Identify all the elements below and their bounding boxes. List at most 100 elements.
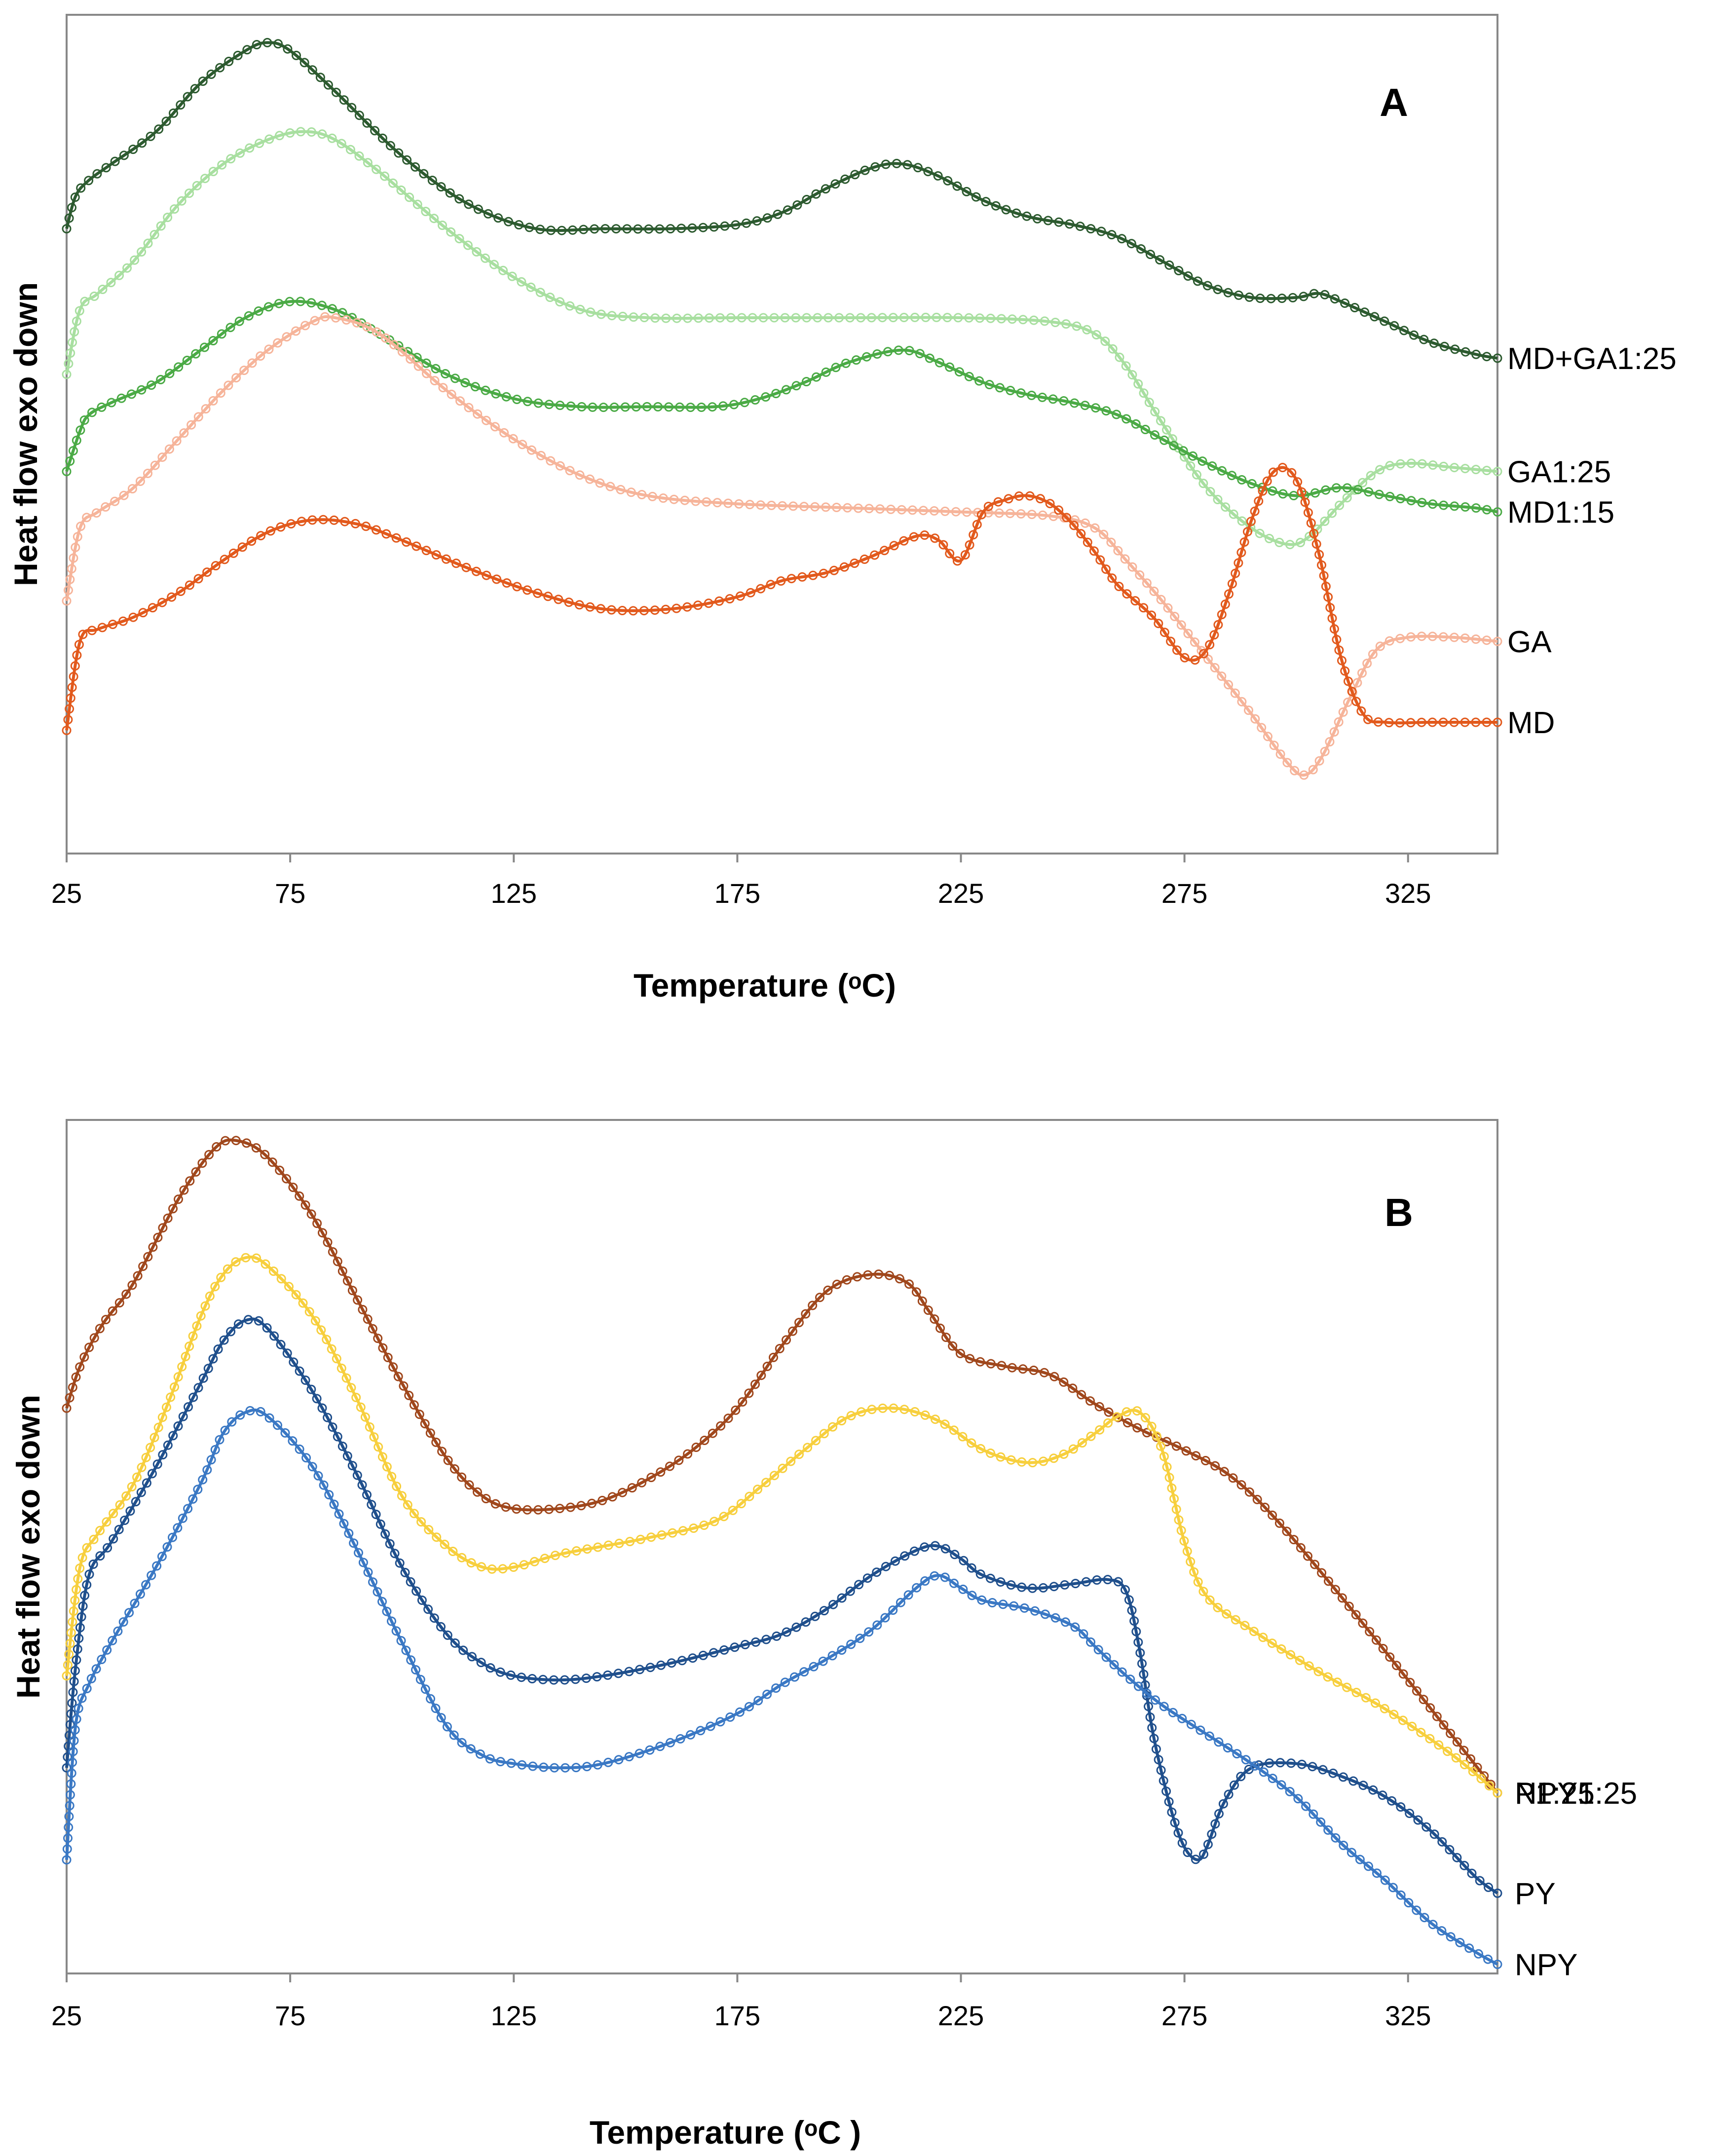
data-point-marker [369,1432,379,1442]
data-point-marker [751,1637,761,1647]
data-point-marker [729,400,739,409]
data-point-marker [1154,619,1163,629]
data-point-marker [890,1556,900,1566]
data-point-marker [1050,1613,1060,1623]
data-point-marker [89,1333,99,1343]
data-point-marker [903,1590,913,1600]
data-point-marker [1303,508,1313,518]
series-line-npy1-25 [65,1138,1499,1794]
data-point-marker [66,1709,76,1719]
data-point-marker [1068,1444,1078,1454]
data-point-marker [411,1665,420,1674]
data-point-marker [358,1558,368,1567]
data-point-marker [595,478,605,488]
data-point-marker [1142,578,1152,588]
data-point-marker [75,425,85,435]
data-point-marker [1115,352,1124,362]
data-point-marker [1406,718,1416,728]
data-point-marker [262,37,272,47]
data-point-marker [372,525,381,535]
data-point-marker [450,1638,460,1648]
data-point-marker [66,1628,76,1637]
data-point-marker [533,1505,543,1515]
data-point-marker [442,1722,452,1732]
data-point-marker [62,596,72,606]
data-point-marker [1018,315,1028,325]
data-point-marker [154,124,164,134]
data-point-marker [1213,285,1223,295]
data-point-marker [1243,527,1252,537]
data-point-marker [1255,528,1265,538]
data-point-marker [1231,568,1240,578]
data-point-marker [69,1606,78,1616]
panel-b-series-group [62,1136,1502,1969]
data-point-marker [157,597,167,607]
data-point-marker [1375,465,1385,475]
data-point-marker [1297,1759,1307,1769]
data-point-marker [261,1259,270,1269]
data-point-marker [1100,336,1110,346]
data-point-marker [198,1373,208,1383]
data-point-marker [1156,595,1166,604]
data-point-marker [954,367,964,377]
data-point-marker [473,409,483,419]
data-point-marker [363,1314,373,1324]
data-point-marker [62,467,72,477]
data-point-marker [605,482,615,491]
data-point-marker [981,197,991,207]
data-point-marker [1358,1618,1368,1628]
data-point-marker [1230,688,1240,698]
data-point-marker [725,1712,735,1722]
data-point-marker [819,1429,829,1439]
data-point-marker [1213,1602,1223,1612]
data-point-marker [1250,1761,1260,1771]
data-point-marker [68,1617,77,1627]
data-point-marker [579,224,589,234]
data-point-marker [762,1362,772,1371]
data-point-marker [555,297,565,307]
data-point-marker [137,1462,147,1472]
data-point-marker [976,1444,985,1453]
data-point-marker [1455,1937,1465,1947]
data-point-marker [1327,508,1337,518]
data-point-marker [420,1684,430,1694]
data-point-marker [911,1287,921,1297]
data-point-marker [193,1485,203,1494]
data-point-marker [65,1790,75,1800]
data-point-marker [476,1658,486,1668]
data-point-marker [263,302,273,312]
data-point-marker [850,558,860,568]
data-point-marker [1017,1457,1027,1467]
data-point-marker [1092,1575,1102,1585]
data-point-marker [396,1636,406,1645]
data-point-marker [447,389,456,399]
data-point-marker [802,195,812,204]
data-point-marker [750,395,760,405]
panel-a-x-tick-label: 25 [51,878,82,909]
data-point-marker [716,1421,726,1431]
data-point-marker [846,1639,856,1649]
data-point-marker [1373,717,1383,727]
panel-a-y-axis-title: Heat flow exo down [7,282,44,586]
data-point-marker [821,502,831,512]
data-point-marker [540,1554,550,1563]
data-point-marker [1493,507,1502,517]
data-point-marker [761,1478,771,1487]
data-point-marker [912,1583,922,1593]
data-point-marker [64,1649,74,1659]
data-point-marker [146,131,155,141]
data-point-marker [958,1584,968,1594]
data-point-marker [70,1666,80,1675]
data-point-marker [77,1553,87,1562]
data-point-marker [137,385,147,395]
data-point-marker [1324,1576,1333,1586]
series-label-npy1-25: NPY1:25 [1515,1777,1637,1811]
data-point-marker [1320,746,1330,756]
data-point-marker [404,1390,414,1400]
data-point-marker [454,234,464,244]
data-point-marker [593,1760,602,1770]
data-point-marker [923,167,933,177]
data-point-marker [932,312,941,322]
data-point-marker [188,1392,198,1402]
data-point-marker [133,1271,143,1281]
